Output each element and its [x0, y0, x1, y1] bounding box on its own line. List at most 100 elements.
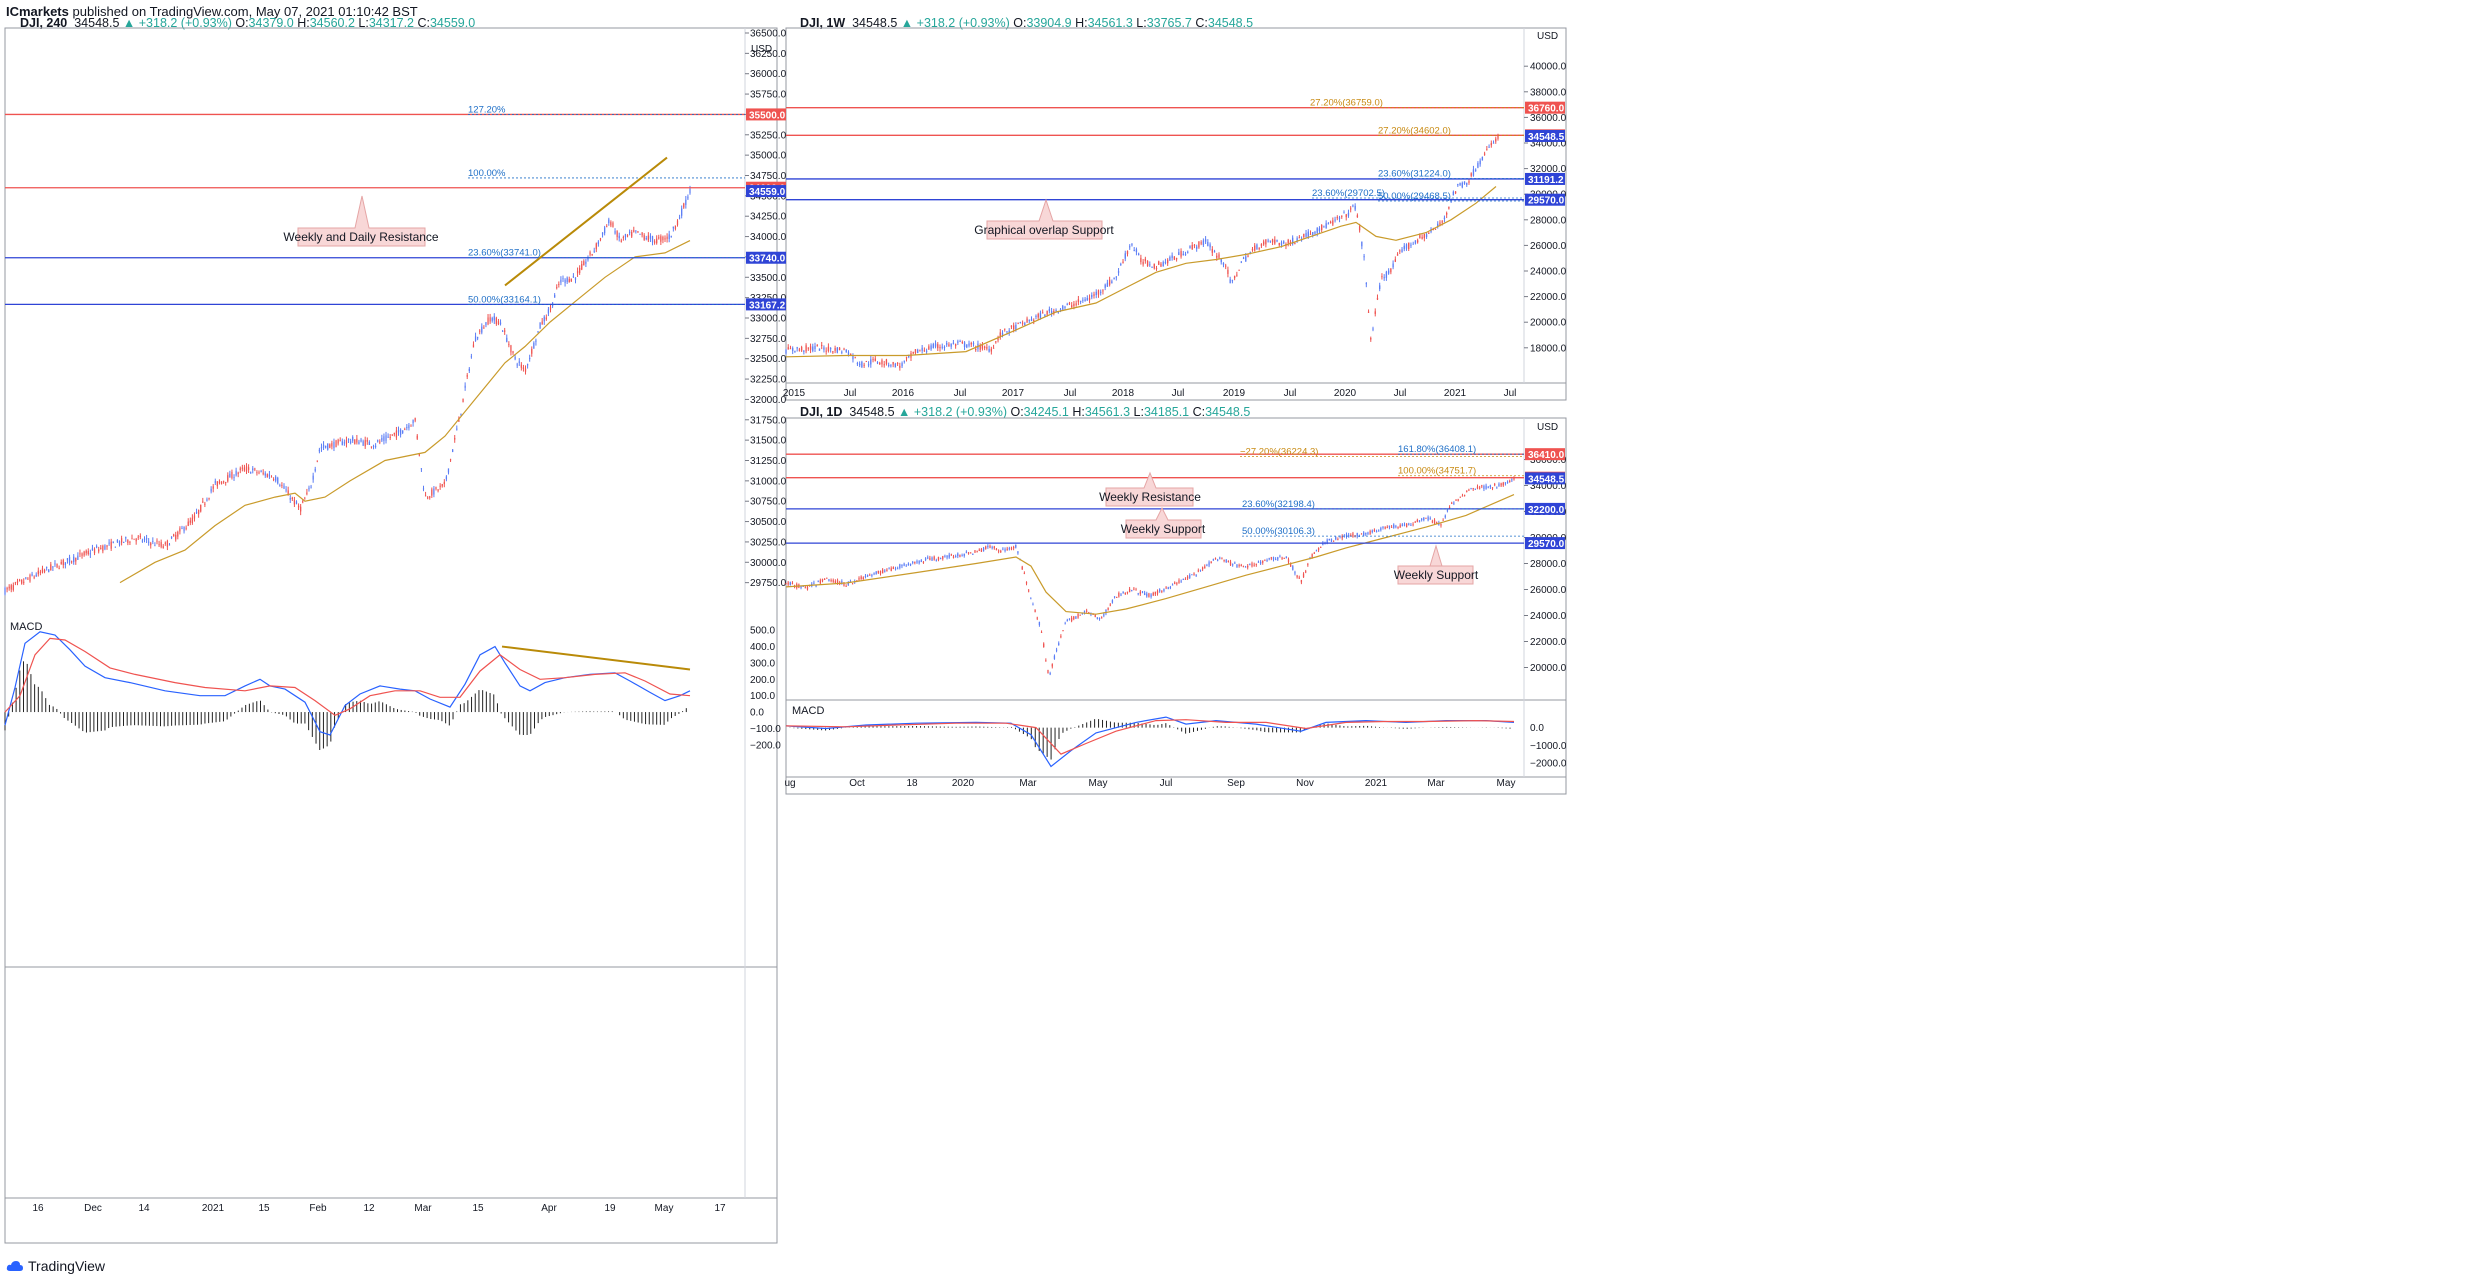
candle-body	[687, 196, 689, 199]
price-tick-label: 24000.0	[1530, 611, 1567, 622]
time-tick-label: 16	[32, 1203, 44, 1214]
candle-body	[664, 237, 666, 240]
candle-body	[1254, 245, 1256, 251]
candle-body	[1279, 556, 1281, 558]
candle-body	[1122, 591, 1124, 593]
left-symbol-info: DJI, 240 34548.5 ▲ +318.2 (+0.93%) O:343…	[20, 16, 476, 30]
tradingview-footer[interactable]: TradingView	[6, 1258, 105, 1274]
candle-body	[876, 362, 879, 364]
weekly-callout[interactable]: Graphical overlap Support	[974, 198, 1114, 240]
candle-body	[806, 586, 809, 590]
candle-body	[815, 585, 817, 587]
candle-body	[1053, 655, 1056, 659]
publish-header: ICmarkets published on TradingView.com, …	[6, 4, 418, 19]
time-tick-label: Jul	[1504, 388, 1517, 399]
candle-body	[970, 342, 972, 345]
candle-body	[942, 556, 944, 559]
candle-body	[1004, 549, 1006, 551]
candle-body	[1133, 588, 1135, 590]
candle-body	[1105, 609, 1107, 614]
candle-body	[860, 576, 862, 580]
candle-body	[372, 446, 375, 448]
candle-body	[1008, 330, 1010, 333]
candle-body	[300, 506, 302, 512]
candle-body	[1401, 524, 1403, 526]
daily-callout-support-2[interactable]: Weekly Support	[1394, 544, 1479, 585]
candle-body	[937, 344, 939, 349]
daily-currency-label: USD	[1537, 422, 1558, 433]
candle-body	[337, 439, 339, 444]
fib-level-label: 23.60%(33741.0)	[468, 248, 541, 259]
candle-body	[841, 581, 843, 583]
candle-body	[651, 236, 654, 243]
candle-body	[896, 362, 899, 364]
daily-callout-support[interactable]: Weekly Support	[1121, 506, 1206, 539]
candle-body	[1370, 337, 1372, 340]
candle-body	[479, 330, 481, 332]
price-label-text: 29570.0	[1528, 196, 1565, 207]
candle-body	[807, 347, 809, 349]
candle-body	[1006, 331, 1008, 333]
candle-body	[1403, 245, 1405, 250]
time-tick-label: Jul	[844, 388, 857, 399]
candle-body	[670, 236, 672, 238]
candle-body	[283, 485, 285, 489]
candle-body	[1159, 589, 1161, 592]
candle-body	[98, 549, 100, 552]
candle-body	[1408, 523, 1410, 525]
daily-symbol-info: DJI, 1D 34548.5 ▲ +318.2 (+0.93%) O:3424…	[800, 405, 1251, 419]
candle-body	[243, 467, 246, 471]
symbol-label[interactable]: DJI, 1D	[800, 405, 843, 419]
candle-body	[1328, 538, 1330, 541]
candle-body	[1468, 181, 1470, 183]
left-currency-label: USD	[751, 44, 772, 55]
candle-body	[817, 580, 819, 582]
candle-body	[1437, 223, 1439, 227]
left-callout[interactable]: Weekly and Daily Resistance	[283, 195, 439, 247]
candle-body	[870, 359, 872, 365]
candle-body	[841, 351, 843, 353]
candle-body	[1463, 181, 1466, 184]
candle-body	[1186, 576, 1189, 579]
candle-body	[264, 473, 266, 476]
candle-body	[985, 546, 987, 549]
price-label-box	[746, 108, 786, 121]
candle-body	[1201, 567, 1204, 570]
candle-body	[599, 238, 602, 240]
candle-body	[800, 586, 802, 589]
time-tick-label: Feb	[309, 1203, 327, 1214]
candle-body	[170, 536, 173, 539]
candle-body	[1040, 631, 1043, 633]
candle-body	[1163, 588, 1165, 591]
daily-panel-frame	[785, 417, 1567, 795]
symbol-label[interactable]: DJI, 240	[20, 16, 68, 30]
candle-body	[537, 331, 539, 333]
candle-body	[1102, 290, 1104, 292]
candle-body	[1470, 488, 1472, 490]
candle-body	[1399, 250, 1401, 252]
candle-body	[198, 509, 200, 515]
candle-body	[1137, 593, 1139, 595]
candle-body	[1140, 257, 1142, 263]
daily-callout-resistance[interactable]: Weekly Resistance	[1099, 471, 1201, 507]
candle-body	[981, 345, 984, 349]
candle-body	[850, 353, 852, 356]
publisher-name[interactable]: ICmarkets	[6, 4, 69, 19]
symbol-label[interactable]: DJI, 1W	[800, 16, 846, 30]
candle-body	[556, 287, 558, 289]
candle-body	[864, 575, 867, 578]
candle-body	[803, 350, 805, 352]
candle-body	[506, 337, 508, 342]
candle-body	[1269, 240, 1272, 242]
candle-body	[1441, 221, 1443, 223]
time-tick-label: Mar	[1427, 778, 1445, 789]
price-tick-label: 26000.0	[1530, 241, 1567, 252]
candle-body	[847, 352, 850, 356]
candle-body	[1098, 617, 1101, 620]
candle-body	[1197, 570, 1199, 572]
change-value: +318.2 (+0.93%)	[916, 16, 1010, 30]
time-tick-label: 2017	[1002, 388, 1025, 399]
candle-body	[79, 553, 81, 555]
candle-body	[1267, 240, 1269, 242]
